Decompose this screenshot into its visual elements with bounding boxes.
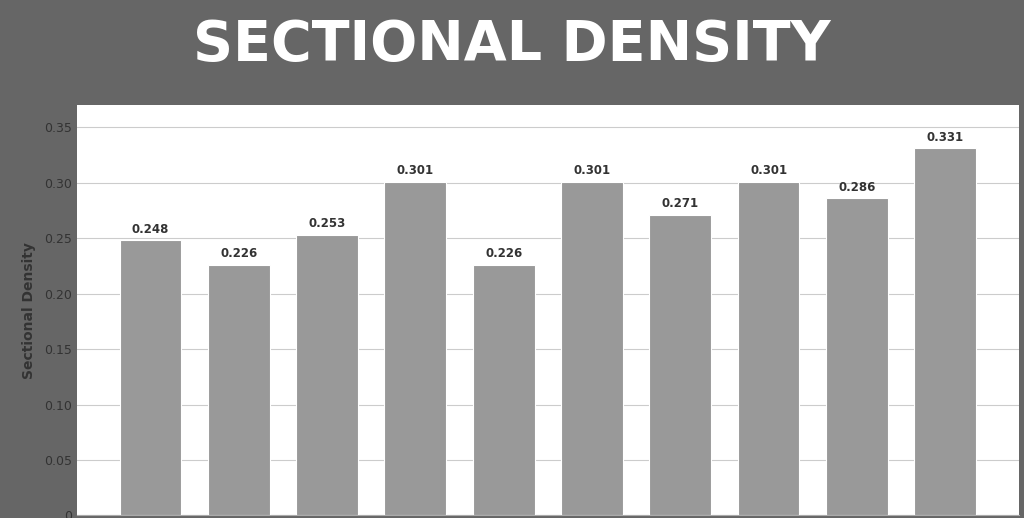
Text: 0.301: 0.301	[397, 164, 434, 177]
Text: 0.226: 0.226	[485, 248, 522, 261]
Text: 0.331: 0.331	[927, 131, 964, 144]
Text: 0.226: 0.226	[220, 248, 257, 261]
Bar	[473, 265, 535, 515]
Text: 0.286: 0.286	[839, 181, 876, 194]
Y-axis label: Sectional Density: Sectional Density	[22, 242, 36, 379]
Text: SECTIONAL DENSITY: SECTIONAL DENSITY	[194, 18, 830, 73]
Text: 0.271: 0.271	[662, 197, 698, 210]
Text: 0.301: 0.301	[573, 164, 610, 177]
Bar	[296, 235, 358, 515]
Bar	[737, 182, 800, 515]
Bar	[826, 198, 888, 515]
Bar	[208, 265, 269, 515]
Bar	[120, 240, 181, 515]
Bar	[914, 148, 976, 515]
Bar	[649, 215, 712, 515]
Bar	[561, 182, 623, 515]
Text: 0.301: 0.301	[750, 164, 787, 177]
Text: 0.253: 0.253	[308, 218, 346, 231]
Bar	[384, 182, 446, 515]
Text: 0.248: 0.248	[132, 223, 169, 236]
